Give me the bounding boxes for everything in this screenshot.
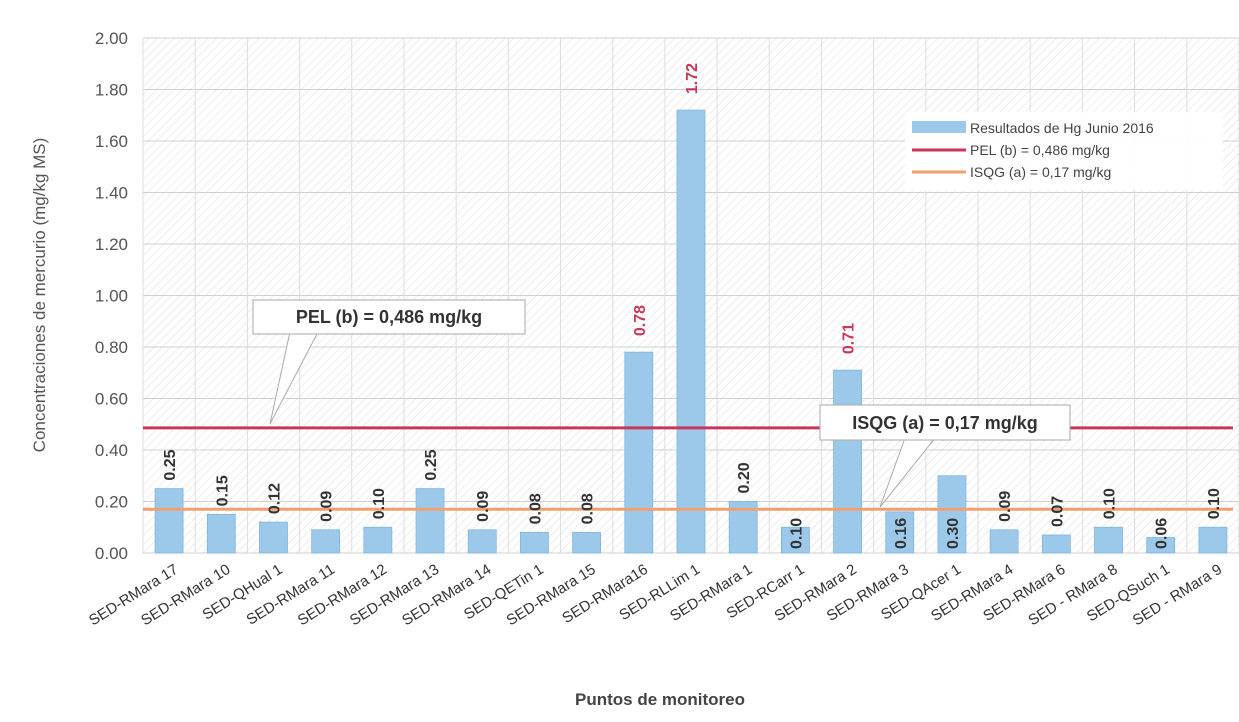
value-label: 0.08 <box>580 493 597 524</box>
bar <box>415 488 445 554</box>
x-tick-label: SED-RMara 10 <box>138 561 233 629</box>
y-tick-labels: 0.00 0.20 0.40 0.60 0.80 1.00 1.20 1.40 1.60 1.80… <box>95 29 128 563</box>
bar <box>572 532 602 554</box>
bar <box>989 529 1019 554</box>
legend-label: ISQG (a) = 0,17 mg/kg <box>970 164 1111 180</box>
bar <box>154 488 184 554</box>
pel-callout-text: PEL (b) = 0,486 mg/kg <box>296 307 482 327</box>
y-tick-label: 1.40 <box>95 184 128 203</box>
bar <box>624 351 654 554</box>
legend: Resultados de Hg Junio 2016 PEL (b) = 0,4… <box>905 112 1223 190</box>
x-tick-label: SED-RMara 17 <box>86 561 181 629</box>
x-tick-label: SED - RMara 9 <box>1130 561 1225 629</box>
bar <box>885 511 915 554</box>
y-tick-label: 1.20 <box>95 235 128 254</box>
x-tick-label: SED-RMara 11 <box>243 561 337 629</box>
bar <box>1198 526 1228 554</box>
bar <box>363 526 393 554</box>
y-tick-label: 0.00 <box>95 544 128 563</box>
value-label: 0.10 <box>1102 488 1119 519</box>
y-tick-label: 0.80 <box>95 338 128 357</box>
value-label: 0.09 <box>997 491 1014 522</box>
bar <box>206 513 236 554</box>
value-label: 0.06 <box>1154 518 1171 549</box>
value-label: 0.16 <box>893 518 910 549</box>
bar <box>259 521 288 554</box>
grid-layer <box>142 37 1239 554</box>
value-label: 0.10 <box>371 488 388 519</box>
bar <box>937 475 967 554</box>
value-label: 0.30 <box>945 518 962 549</box>
value-label: 0.10 <box>1206 488 1223 519</box>
pel-callout-box <box>252 299 526 335</box>
value-label: 0.25 <box>162 449 179 480</box>
y-tick-label: 0.20 <box>95 493 128 512</box>
bar <box>1094 526 1123 554</box>
legend-label: Resultados de Hg Junio 2016 <box>970 120 1154 136</box>
value-label: 1.72 <box>684 63 701 94</box>
bar <box>676 109 706 554</box>
value-label: 0.78 <box>632 305 649 336</box>
y-tick-label: 0.60 <box>95 390 128 409</box>
isqg-callout-box <box>819 404 1071 441</box>
x-tick-label: SED-RMara 14 <box>399 561 494 629</box>
value-label: 0.10 <box>788 518 805 549</box>
legend-swatch-bar <box>912 121 966 133</box>
annotations: PEL (b) = 0,486 mg/kg ISQG (a) = 0,17 mg/… <box>252 299 1071 508</box>
value-label: 0.12 <box>266 483 283 514</box>
y-tick-label: 0.40 <box>95 441 128 460</box>
bar <box>520 532 549 554</box>
value-label: 0.25 <box>423 449 440 480</box>
bar <box>1041 534 1071 554</box>
legend-label: PEL (b) = 0,486 mg/kg <box>970 142 1110 158</box>
bar <box>311 529 341 554</box>
x-tick-label: SED-RMara 15 <box>503 561 598 629</box>
isqg-callout-text: ISQG (a) = 0,17 mg/kg <box>852 413 1038 433</box>
y-axis-title: Concentraciones de mercurio (mg/kg MS) <box>30 138 49 453</box>
x-tick-label: SED-RMara 12 <box>295 561 390 629</box>
value-label: 0.09 <box>319 491 336 522</box>
value-label: 0.15 <box>214 475 231 506</box>
value-label: 0.71 <box>841 323 858 354</box>
value-label: 0.08 <box>527 493 544 524</box>
value-label: 0.09 <box>475 491 492 522</box>
y-tick-label: 2.00 <box>95 29 128 48</box>
y-tick-label: 1.00 <box>95 287 128 306</box>
x-tick-label: SED-RMara 13 <box>347 561 442 629</box>
bar <box>1146 537 1176 554</box>
y-tick-label: 1.60 <box>95 132 128 151</box>
bar <box>467 529 497 554</box>
value-labels: 0.25 0.15 0.12 0.09 0.10 0.25 0.09 0.08 0.08 0.78… <box>162 63 1223 549</box>
value-label: 0.20 <box>736 462 753 493</box>
bar <box>833 369 862 554</box>
bars <box>154 109 1228 554</box>
x-axis-title: Puntos de monitoreo <box>575 690 745 709</box>
x-tick-label: SED - RMara 8 <box>1025 561 1120 629</box>
y-tick-label: 1.80 <box>95 81 128 100</box>
value-label: 0.07 <box>1049 496 1066 527</box>
bar <box>780 526 810 554</box>
